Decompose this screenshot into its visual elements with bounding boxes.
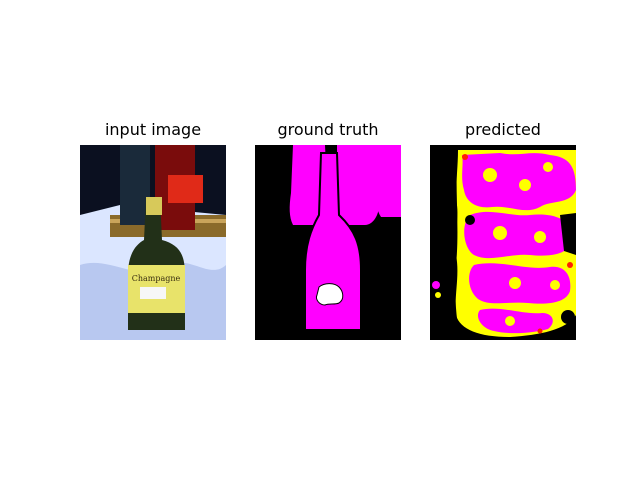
predicted-panel xyxy=(430,145,576,340)
bottle-label-text: Champagne xyxy=(132,274,181,283)
input-image: Champagne xyxy=(80,145,226,340)
input-image-title: input image xyxy=(104,120,202,139)
ground-truth-title: ground truth xyxy=(277,120,379,139)
ground-truth-mask xyxy=(255,145,401,340)
input-image-panel: Champagne xyxy=(80,145,226,340)
ground-truth-panel xyxy=(255,145,401,340)
predicted-title: predicted xyxy=(465,120,541,139)
predicted-mask xyxy=(430,145,576,340)
